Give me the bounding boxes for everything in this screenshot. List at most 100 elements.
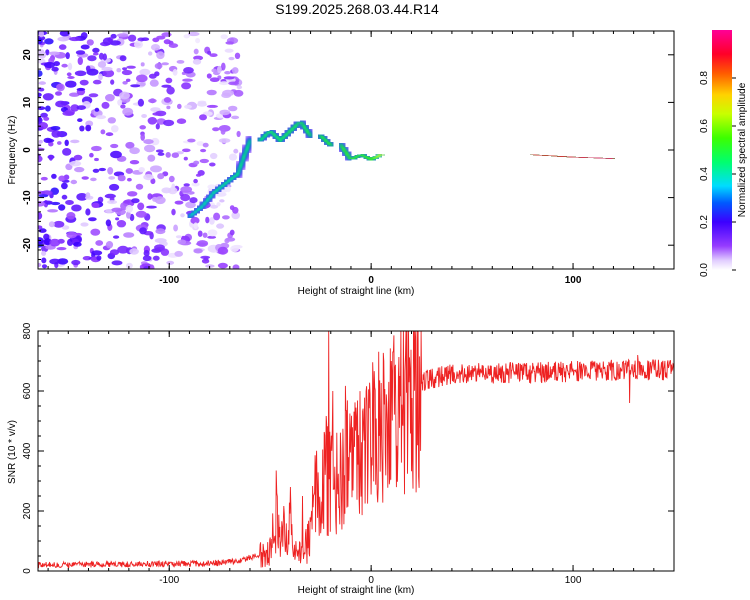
noise-blob (91, 202, 100, 208)
snr-ytick-label: 600 (22, 382, 33, 399)
noise-blob (71, 204, 82, 212)
noise-blob (91, 250, 103, 256)
spectrogram-ytick-label: -20 (22, 238, 33, 253)
colorbar-tick-label: 0.4 (699, 167, 710, 181)
noise-blob (110, 143, 119, 149)
noise-blob (117, 99, 123, 106)
noise-blob (110, 79, 115, 85)
noise-blob (192, 58, 202, 65)
colorbar: 0.0 0.2 0.4 0.6 0.8 Normalized spectral ampl… (699, 30, 748, 277)
noise-blob (38, 70, 43, 77)
noise-blob (209, 77, 220, 82)
noise-blob (85, 65, 91, 72)
noise-blob (98, 52, 104, 60)
noise-blob (142, 255, 152, 262)
noise-blob (220, 34, 228, 40)
noise-blob (75, 50, 86, 55)
noise-blob (38, 92, 42, 97)
noise-blob (64, 139, 69, 146)
noise-blob (206, 104, 218, 108)
noise-blob (70, 139, 80, 144)
noise-blob (55, 100, 67, 108)
noise-blob (41, 257, 47, 264)
noise-blob (152, 112, 162, 116)
noise-blob (61, 225, 70, 230)
noise-blob (51, 173, 57, 179)
noise-blob (119, 55, 127, 62)
noise-blob (197, 102, 207, 107)
noise-blob (212, 127, 220, 132)
noise-blob (38, 116, 43, 124)
noise-blob (51, 130, 61, 138)
noise-blob (181, 82, 192, 90)
spectrogram-xtick-label: 100 (565, 275, 582, 286)
noise-blob (225, 41, 234, 45)
noise-blob (155, 149, 164, 153)
noise-blob (48, 154, 54, 161)
noise-blob (61, 182, 68, 190)
noise-blob (148, 264, 155, 269)
spectrogram-ytick-label: 0 (22, 147, 33, 153)
noise-blob (48, 221, 55, 228)
snr-ticks: -100 0 100 0 200 400 600 800 (22, 322, 675, 586)
noise-blob (150, 178, 156, 185)
noise-blob (41, 250, 47, 256)
noise-blob (217, 262, 228, 269)
noise-blob (38, 155, 43, 163)
colorbar-tick-label: 0.0 (699, 263, 710, 277)
noise-blob (206, 73, 212, 79)
noise-blob (107, 200, 118, 205)
noise-blob (38, 38, 43, 45)
noise-blob (195, 173, 202, 177)
noise-blob (223, 76, 235, 80)
noise-blob (174, 200, 184, 205)
noise-blob (219, 81, 229, 86)
colorbar-label: Normalized spectral amplitude (737, 82, 748, 217)
noise-blob (143, 249, 150, 257)
noise-blob (141, 114, 148, 118)
noise-blob (67, 62, 73, 71)
noise-blob (175, 235, 182, 239)
snr-xtick-label: 0 (368, 575, 374, 586)
noise-blob (213, 212, 221, 221)
spectrogram-ytick-label: 10 (22, 96, 33, 108)
noise-blob (49, 238, 61, 247)
noise-blob (126, 65, 136, 69)
noise-blob (42, 200, 53, 204)
snr-ylabel: SNR (10 * v/v) (7, 420, 18, 484)
noise-blob (40, 112, 48, 118)
noise-blob (182, 78, 193, 82)
noise-blob (163, 97, 172, 103)
noise-blob (231, 67, 239, 74)
spectrogram-ylabel: Frequency (Hz) (7, 116, 18, 185)
noise-blob (38, 228, 47, 233)
noise-blob (43, 61, 56, 69)
noise-blob (38, 122, 48, 130)
noise-blob (86, 39, 94, 46)
noise-blob (40, 176, 48, 181)
noise-blob (38, 201, 46, 207)
noise-blob (229, 229, 235, 236)
noise-blob (222, 89, 234, 97)
spectrogram-ridge (181, 114, 674, 225)
noise-blob (65, 80, 77, 88)
noise-blob (176, 60, 185, 64)
noise-blob (130, 84, 141, 88)
noise-blob (165, 152, 171, 158)
noise-blob (129, 147, 140, 155)
noise-blob (122, 107, 134, 116)
noise-blob (79, 79, 89, 86)
noise-blob (45, 105, 51, 112)
noise-blob (117, 174, 126, 182)
noise-blob (111, 260, 123, 266)
snr-ytick-label: 0 (22, 568, 33, 574)
noise-blob (122, 81, 128, 85)
noise-blob (56, 247, 67, 251)
noise-blob (85, 124, 92, 132)
noise-blob (57, 141, 62, 145)
noise-blob (157, 173, 165, 180)
noise-blob (196, 141, 204, 146)
spectrogram-noise (38, 31, 244, 269)
